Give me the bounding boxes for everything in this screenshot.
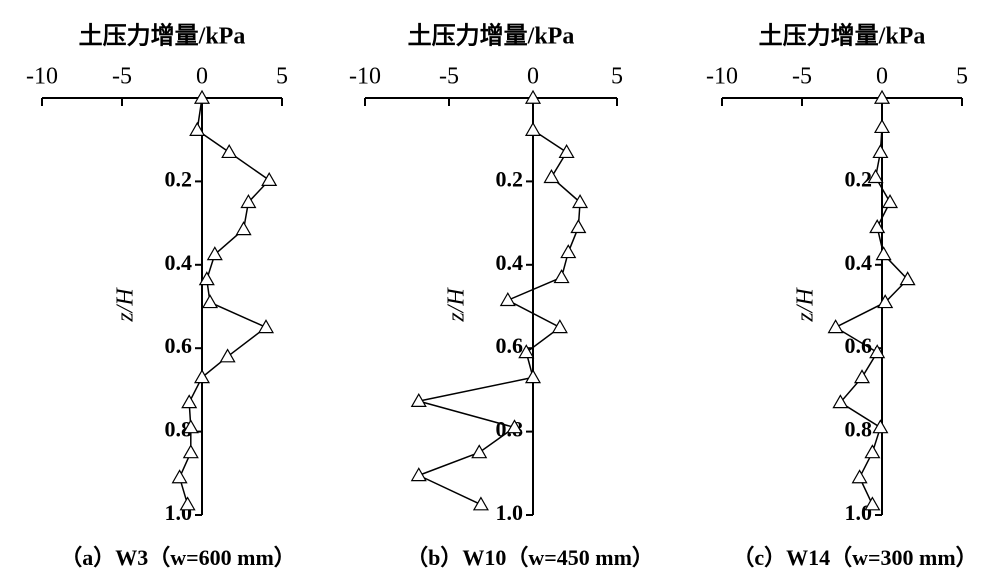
data-point	[864, 444, 881, 459]
data-point	[499, 292, 516, 307]
data-point	[524, 89, 542, 104]
data-point	[171, 469, 188, 484]
y-tick-label: 0.8	[845, 417, 873, 442]
data-point	[201, 294, 219, 309]
data-point	[869, 344, 886, 359]
data-point	[193, 89, 211, 104]
y-tick-label: 0.4	[496, 250, 524, 275]
data-point	[543, 169, 560, 184]
data-point	[881, 194, 899, 209]
data-point	[570, 219, 587, 234]
y-tick-label: 0.6	[845, 333, 873, 358]
data-point	[899, 271, 916, 286]
data-point	[189, 121, 206, 136]
y-tick-label: 1.0	[845, 500, 873, 525]
x-tick-label: -5	[112, 64, 132, 90]
data-point	[179, 496, 196, 511]
data-point	[235, 221, 252, 236]
data-point	[869, 219, 886, 234]
data-point	[524, 121, 542, 136]
data-point	[410, 392, 427, 408]
y-tick-label: 0.2	[496, 166, 524, 191]
data-line	[178, 97, 271, 505]
data-point	[832, 394, 849, 409]
x-tick-label: -5	[439, 64, 459, 90]
data-point	[851, 469, 868, 484]
data-point	[261, 171, 278, 186]
data-point	[558, 144, 575, 159]
x-tick-label: -10	[706, 64, 738, 90]
x-tick-label: -5	[792, 64, 812, 90]
data-point	[827, 319, 844, 334]
data-point	[553, 269, 570, 284]
data-point	[221, 144, 238, 159]
y-tick-label: 1.0	[496, 500, 524, 525]
data-point	[872, 144, 889, 159]
data-point	[198, 271, 215, 286]
data-point	[206, 246, 223, 261]
y-tick-label: 0.2	[165, 166, 193, 191]
data-point	[873, 118, 891, 134]
chart-title: 土压力增量/kPa	[79, 22, 246, 50]
data-point	[219, 348, 236, 363]
y-tick-label: 0.6	[165, 333, 193, 358]
x-tick-label: 0	[196, 64, 208, 90]
data-point	[853, 369, 871, 384]
x-tick-label: 5	[956, 64, 968, 90]
x-tick-label: 0	[527, 64, 539, 90]
caption: （b）W10（w=450 mm）	[406, 545, 654, 570]
caption: （a）W3（w=600 mm）	[60, 545, 296, 570]
x-tick-label: -10	[349, 64, 381, 90]
chart-title: 土压力增量/kPa	[759, 22, 926, 50]
y-tick-label: 0.2	[845, 166, 873, 191]
data-point	[182, 419, 199, 434]
data-point	[257, 319, 275, 334]
data-line	[834, 98, 909, 505]
data-point	[518, 344, 535, 359]
chart-title: 土压力增量/kPa	[408, 22, 575, 50]
data-point	[572, 194, 589, 209]
data-point	[410, 467, 427, 482]
y-tick-label: 0.4	[165, 250, 193, 275]
data-point	[506, 419, 523, 434]
data-point	[877, 294, 894, 309]
data-point	[873, 89, 891, 104]
data-point	[872, 419, 889, 434]
data-point	[875, 246, 892, 261]
y-axis-label: z/H	[113, 287, 139, 323]
data-point	[867, 169, 884, 184]
x-tick-label: 5	[611, 64, 623, 90]
x-tick-label: 0	[876, 64, 888, 90]
data-point	[864, 496, 881, 511]
data-point	[181, 394, 198, 409]
caption: （c）W14（w=300 mm）	[732, 545, 977, 570]
data-point	[551, 319, 568, 334]
data-point	[182, 444, 199, 459]
data-point	[471, 444, 488, 459]
x-tick-label: -10	[26, 64, 58, 90]
data-point	[240, 194, 257, 209]
x-tick-label: 5	[276, 64, 288, 90]
y-tick-label: 0.4	[845, 250, 873, 275]
y-axis-label: z/H	[793, 287, 819, 323]
data-point	[524, 369, 542, 384]
data-point	[472, 496, 489, 511]
y-tick-label: 0.6	[496, 333, 524, 358]
data-point	[193, 369, 211, 384]
y-axis-label: z/H	[444, 287, 470, 323]
data-point	[560, 244, 577, 259]
